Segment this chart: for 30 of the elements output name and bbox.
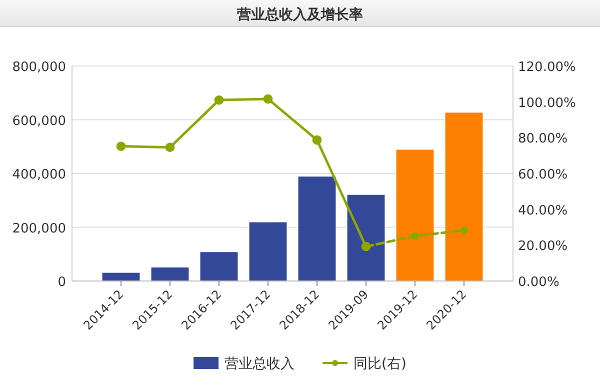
bar: [150, 266, 190, 282]
point: [460, 226, 468, 234]
y-tick-label: 600,000: [12, 114, 66, 129]
chart-title: 营业总收入及增长率: [236, 6, 363, 23]
y-tick-label: 0: [58, 275, 66, 290]
y2-tick-label: 60.00%: [518, 168, 568, 182]
point: [165, 142, 175, 152]
y2-tick-label: 0.00%: [518, 275, 560, 290]
y-tick-label: 400,000: [12, 168, 66, 182]
bar: [346, 194, 386, 282]
y2-tick-label: 40.00%: [518, 203, 568, 218]
y2-tick-label: 120.00%: [518, 60, 576, 75]
point: [214, 95, 224, 105]
y2-tick-label: 20.00%: [518, 239, 568, 254]
y-tick-label: 200,000: [12, 221, 66, 236]
point: [411, 232, 419, 240]
legend-label: 同比(右): [354, 356, 406, 372]
bar: [297, 176, 337, 282]
bar: [199, 251, 239, 282]
y-tick-label: 800,000: [12, 60, 66, 75]
bar: [395, 148, 435, 282]
point: [312, 135, 322, 145]
bar: [101, 272, 141, 282]
bar: [248, 221, 288, 282]
legend-label: 营业总收入: [224, 356, 295, 372]
point: [116, 142, 126, 151]
point: [263, 94, 273, 104]
y2-tick-label: 80.00%: [518, 132, 568, 147]
y2-tick-label: 100.00%: [518, 96, 576, 111]
bar: [444, 112, 484, 282]
